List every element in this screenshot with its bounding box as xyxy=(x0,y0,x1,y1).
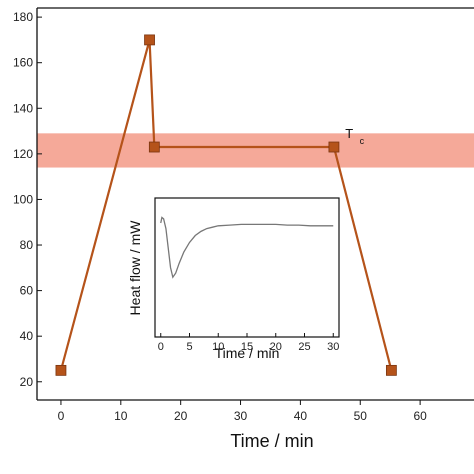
y-tick-label: 120 xyxy=(13,147,33,161)
x-tick-label: 10 xyxy=(114,409,128,423)
inset-x-tick-label: 15 xyxy=(241,341,253,353)
inset-frame xyxy=(154,197,340,338)
temperature-point xyxy=(55,364,67,376)
x-tick-label: 60 xyxy=(413,409,427,423)
y-tick-label: 60 xyxy=(20,284,34,298)
heat-flow-curve xyxy=(160,216,334,279)
inset-x-tick-label: 10 xyxy=(212,341,224,353)
temperature-point xyxy=(328,141,340,153)
y-tick-label: 160 xyxy=(13,56,33,70)
y-tick-label: 80 xyxy=(20,238,34,252)
x-tick-label: 20 xyxy=(174,409,188,423)
inset-x-tick-label: 30 xyxy=(327,341,339,353)
temperature-point xyxy=(148,141,160,153)
x-tick-label: 50 xyxy=(354,409,368,423)
tc-annotation-label: T c xyxy=(345,126,364,146)
tc-subscript: c xyxy=(360,136,365,146)
x-axis-title: Time / min xyxy=(230,431,313,451)
y-tick-label: 180 xyxy=(13,10,33,24)
y-tick-label: 100 xyxy=(13,192,33,206)
x-tick-label: 40 xyxy=(294,409,308,423)
tc-main: T xyxy=(345,126,353,141)
inset-x-tick-label: 20 xyxy=(270,341,282,353)
y-tick-label: 40 xyxy=(20,329,34,343)
inset-x-tick-label: 5 xyxy=(186,341,192,353)
inset-y-axis-title: Heat flow / mW xyxy=(127,220,143,316)
temperature-point xyxy=(385,364,397,376)
inset-x-tick-label: 25 xyxy=(298,341,310,353)
inset-x-tick-label: 0 xyxy=(158,341,164,353)
crystallization-band xyxy=(37,133,474,168)
inset-x-axis-title: Time / min xyxy=(215,345,280,361)
y-tick-label: 20 xyxy=(20,375,34,389)
y-tick-label: 140 xyxy=(13,101,33,115)
x-tick-label: 30 xyxy=(234,409,248,423)
temperature-point xyxy=(144,34,155,46)
x-tick-label: 0 xyxy=(58,409,65,423)
